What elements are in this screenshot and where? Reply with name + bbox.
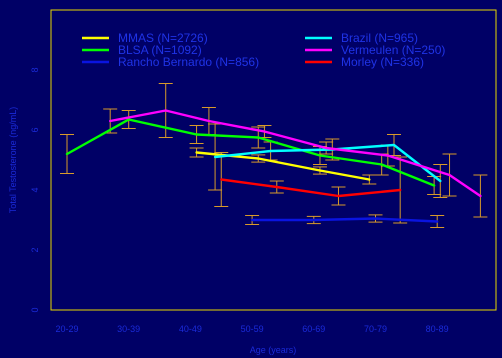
- x-axis-title: Age (years): [250, 345, 297, 355]
- y-tick-labels: 0 2 4 6 8: [30, 67, 40, 312]
- series-line: [108, 109, 482, 198]
- legend-item: Rancho Bernardo (N=856): [82, 55, 259, 69]
- series-line: [65, 118, 436, 187]
- y-tick-label: 0: [30, 307, 40, 312]
- legend-label: Vermeulen (N=250): [341, 43, 445, 57]
- series-line: [220, 178, 402, 198]
- legend-item: Vermeulen (N=250): [305, 43, 445, 57]
- x-tick-label: 80-89: [426, 324, 449, 334]
- legend-label: Brazil (N=965): [341, 31, 418, 45]
- series-line: [250, 217, 439, 223]
- legend-item: MMAS (N=2726): [82, 31, 208, 45]
- y-tick-label: 8: [30, 67, 40, 72]
- y-axis-title: Total Testosterone (ng/mL): [8, 107, 18, 213]
- legend-label: MMAS (N=2726): [118, 31, 208, 45]
- legend: MMAS (N=2726)BLSA (N=1092)Rancho Bernard…: [82, 31, 445, 69]
- legend-label: Rancho Bernardo (N=856): [118, 55, 259, 69]
- y-tick-label: 4: [30, 187, 40, 192]
- legend-item: Brazil (N=965): [305, 31, 418, 45]
- y-tick-label: 6: [30, 127, 40, 132]
- plot-frame: [50, 9, 497, 311]
- x-tick-label: 30-39: [117, 324, 140, 334]
- legend-label: BLSA (N=1092): [118, 43, 202, 57]
- x-tick-label: 60-69: [302, 324, 325, 334]
- x-tick-label: 50-59: [241, 324, 264, 334]
- series-lines: [65, 109, 482, 223]
- x-tick-label: 70-79: [364, 324, 387, 334]
- y-tick-label: 2: [30, 247, 40, 252]
- x-tick-label: 20-29: [55, 324, 78, 334]
- x-tick-labels: 20-29 30-39 40-49 50-59 60-69 70-79 80-89: [55, 324, 448, 334]
- x-tick-label: 40-49: [179, 324, 202, 334]
- legend-item: BLSA (N=1092): [82, 43, 202, 57]
- legend-item: Morley (N=336): [305, 55, 424, 69]
- legend-label: Morley (N=336): [341, 55, 424, 69]
